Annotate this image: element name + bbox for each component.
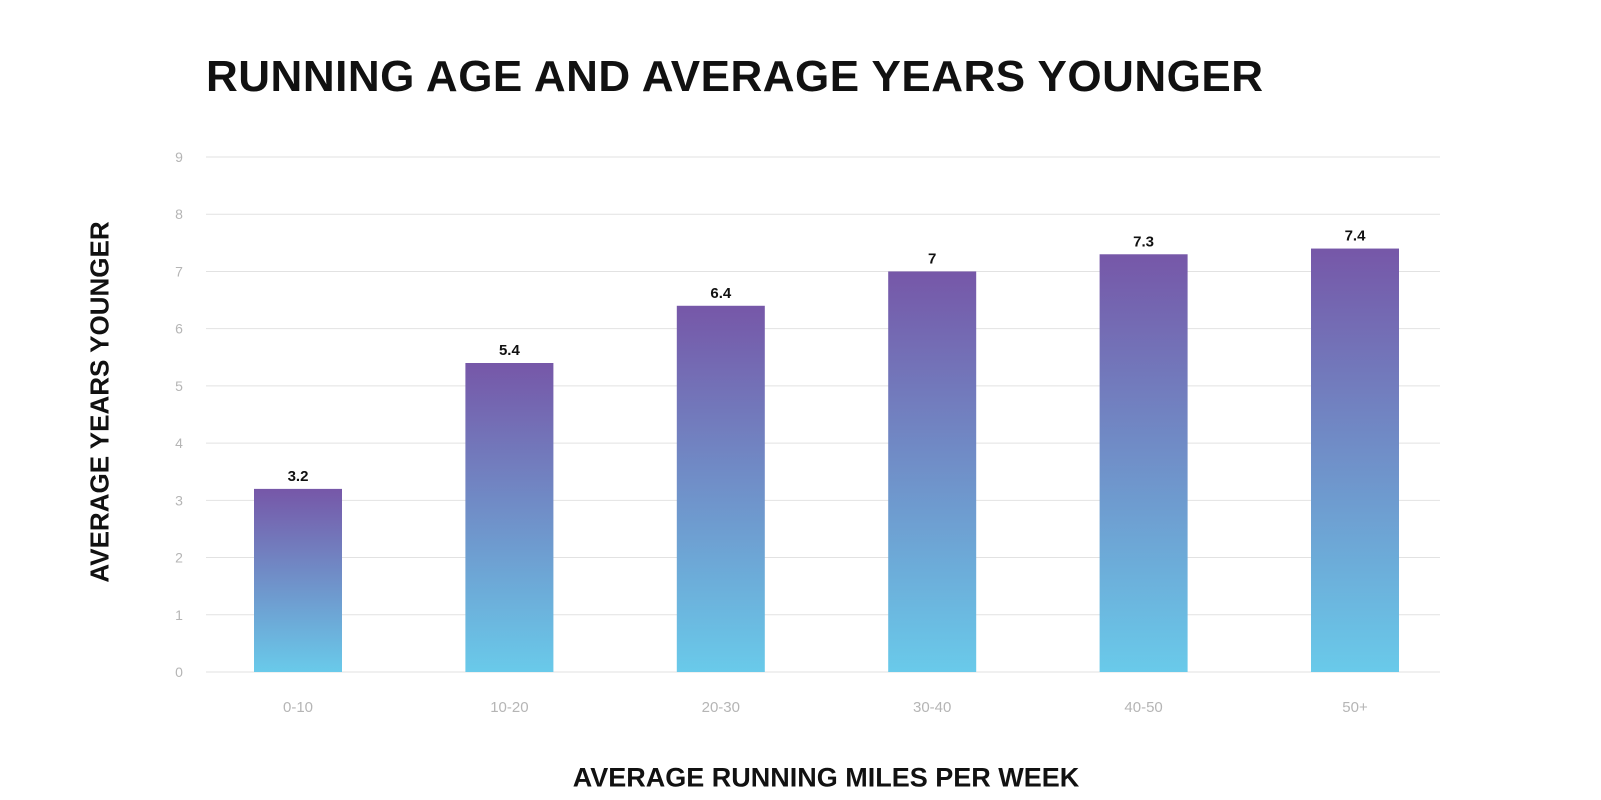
- x-tick-label: 0-10: [283, 699, 313, 716]
- grid-lines: [206, 156, 1440, 673]
- x-tick-label: 10-20: [490, 699, 528, 716]
- data-label: 7.3: [1133, 233, 1154, 250]
- y-tick-label: 2: [175, 550, 183, 566]
- data-label: 6.4: [710, 285, 732, 302]
- y-tick-label: 4: [175, 435, 183, 451]
- y-tick-label: 3: [175, 492, 183, 508]
- bar: [465, 363, 554, 672]
- x-tick-label: 40-50: [1124, 699, 1162, 716]
- x-tick-label: 30-40: [913, 699, 951, 716]
- bars: [254, 248, 1399, 673]
- data-label: 7.4: [1345, 228, 1367, 245]
- bar: [676, 305, 765, 672]
- x-tick-label: 50+: [1342, 699, 1368, 716]
- y-tick-label: 7: [175, 263, 183, 279]
- y-tick-label: 1: [175, 607, 183, 623]
- y-tick-label: 8: [175, 206, 183, 222]
- bar: [254, 488, 342, 672]
- y-tick-label: 6: [175, 321, 183, 337]
- value-labels: 3.2 5.4 6.4 7 7.3 7.4: [288, 228, 1367, 485]
- x-tick-labels: 0-10 10-20 20-30 30-40 40-50 50+: [283, 699, 1368, 716]
- y-tick-label: 9: [175, 149, 183, 165]
- y-tick-labels: 0 1 2 3 4 5 6 7 8 9: [175, 149, 183, 680]
- y-tick-label: 5: [175, 378, 183, 394]
- bar: [1311, 248, 1399, 673]
- bar: [888, 271, 977, 672]
- y-tick-label: 0: [175, 664, 183, 680]
- data-label: 7: [928, 250, 936, 267]
- data-label: 3.2: [288, 468, 309, 485]
- data-label: 5.4: [499, 342, 521, 359]
- bar: [1099, 254, 1188, 672]
- x-tick-label: 20-30: [702, 699, 740, 716]
- chart-title: RUNNING AGE AND AVERAGE YEARS YOUNGER: [206, 52, 1264, 101]
- x-axis-title: AVERAGE RUNNING MILES PER WEEK: [572, 762, 1080, 793]
